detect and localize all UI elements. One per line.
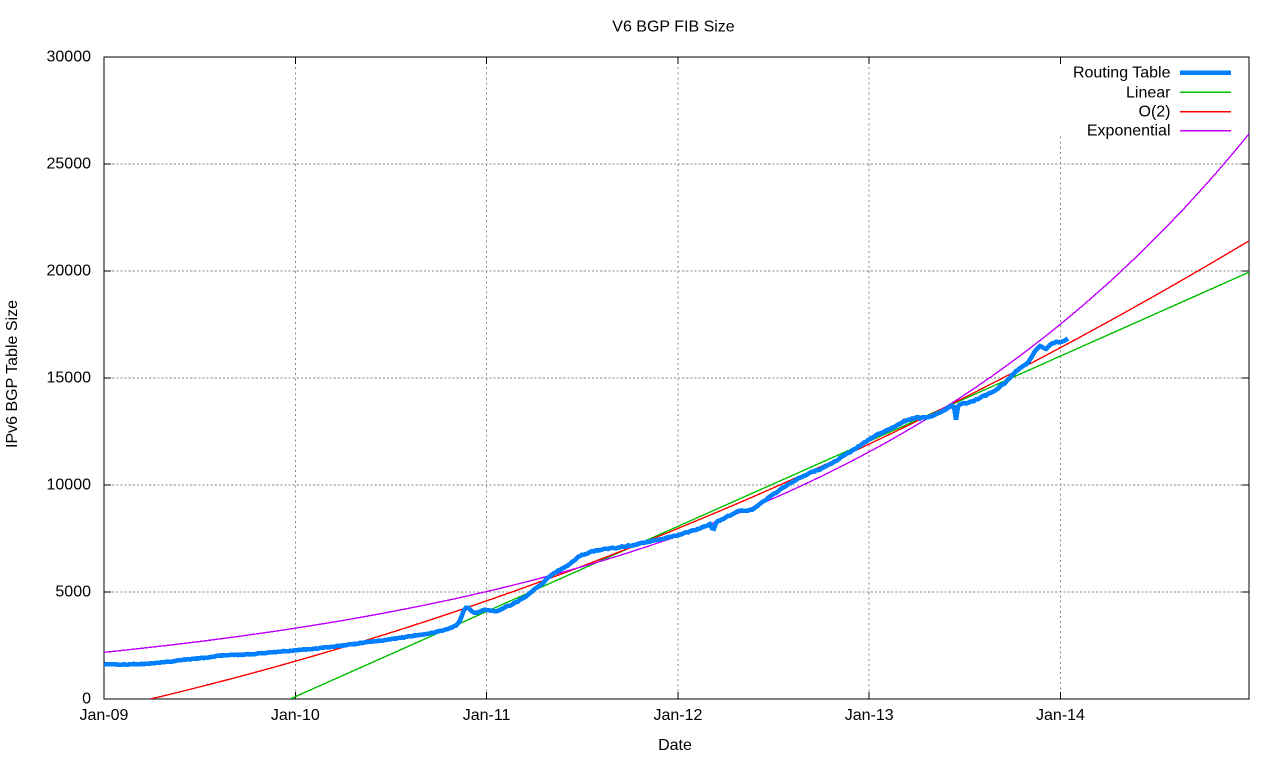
svg-text:0: 0 bbox=[82, 691, 91, 708]
svg-text:30000: 30000 bbox=[47, 49, 92, 66]
svg-text:5000: 5000 bbox=[55, 584, 91, 601]
svg-text:10000: 10000 bbox=[47, 477, 92, 494]
svg-text:Jan-12: Jan-12 bbox=[653, 707, 702, 724]
svg-text:Jan-13: Jan-13 bbox=[845, 707, 894, 724]
svg-text:Linear: Linear bbox=[1126, 84, 1171, 101]
svg-text:Jan-10: Jan-10 bbox=[271, 707, 320, 724]
svg-text:Jan-09: Jan-09 bbox=[80, 707, 129, 724]
svg-text:Date: Date bbox=[658, 737, 692, 754]
svg-text:Jan-11: Jan-11 bbox=[463, 707, 511, 724]
svg-text:IPv6 BGP Table Size: IPv6 BGP Table Size bbox=[4, 300, 21, 448]
svg-text:V6 BGP FIB Size: V6 BGP FIB Size bbox=[612, 19, 735, 36]
svg-text:O(2): O(2) bbox=[1139, 104, 1171, 121]
svg-text:20000: 20000 bbox=[47, 263, 92, 280]
svg-text:Routing Table: Routing Table bbox=[1073, 65, 1171, 82]
svg-text:15000: 15000 bbox=[47, 370, 92, 387]
svg-text:25000: 25000 bbox=[47, 156, 92, 173]
svg-text:Jan-14: Jan-14 bbox=[1036, 707, 1085, 724]
svg-text:Exponential: Exponential bbox=[1087, 123, 1171, 140]
